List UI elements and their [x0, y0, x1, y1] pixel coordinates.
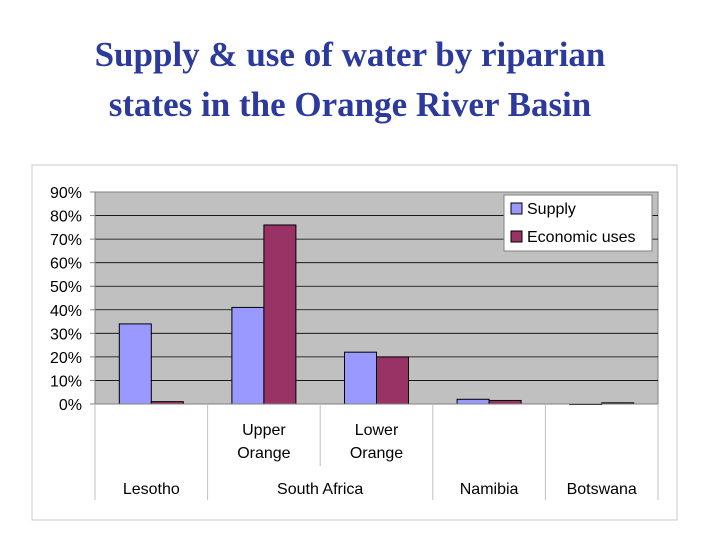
slide-title: Supply & use of water by riparian states… [0, 30, 700, 130]
y-tick-label: 30% [50, 326, 82, 343]
y-tick-label: 0% [59, 397, 82, 414]
bar-supply [344, 351, 377, 405]
slide-title-line-1: Supply & use of water by riparian [94, 35, 606, 74]
legend-label: Economic uses [527, 229, 636, 246]
x-group-label: South Africa [277, 481, 363, 498]
y-tick-label: 10% [50, 373, 82, 390]
x-group-label: Lesotho [123, 481, 180, 498]
bar-economic-uses [376, 356, 409, 405]
bar-economic-uses [263, 224, 297, 405]
bar-supply [118, 323, 152, 405]
y-tick-label: 20% [50, 350, 82, 367]
y-tick-label: 80% [50, 209, 82, 226]
slide-title-line-2: states in the Orange River Basin [108, 85, 592, 124]
legend-swatch [510, 202, 523, 215]
legend-box [503, 194, 653, 252]
y-tick-label: 40% [50, 303, 82, 320]
x-group-label: Namibia [460, 481, 519, 498]
y-tick-label: 90% [50, 185, 82, 202]
y-tick-label: 60% [50, 256, 82, 273]
x-subcategory-label: Lower Orange [350, 422, 403, 462]
y-tick-label: 50% [50, 279, 82, 296]
legend-swatch [510, 230, 523, 243]
bar-supply [231, 306, 265, 405]
x-subcategory-label: Upper Orange [237, 422, 290, 462]
y-tick-label: 70% [50, 232, 82, 249]
bar-economic-uses [488, 399, 522, 405]
legend-label: Supply [527, 201, 576, 218]
x-group-label: Botswana [567, 481, 637, 498]
bar-supply [456, 398, 490, 405]
